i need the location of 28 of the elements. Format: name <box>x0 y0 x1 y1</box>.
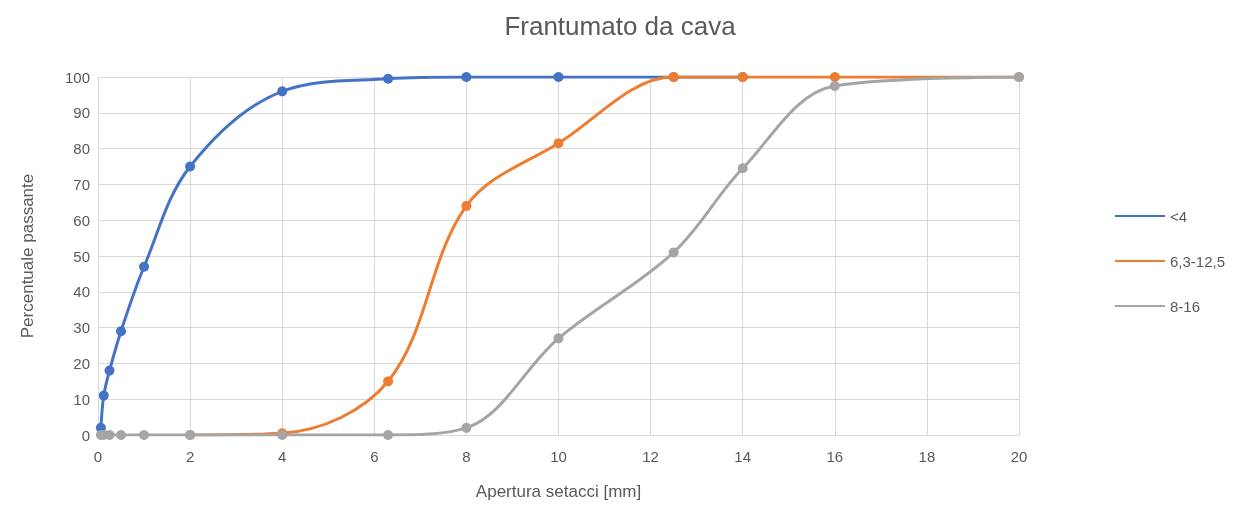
x-tick-label: 6 <box>370 448 379 465</box>
x-tick-label: 18 <box>918 448 936 465</box>
x-tick-label: 8 <box>462 448 471 465</box>
x-tick-label: 2 <box>185 448 195 465</box>
x-tick-label: 12 <box>642 448 659 465</box>
y-tick-label: 30 <box>73 319 90 337</box>
y-tick-label: 20 <box>73 354 90 372</box>
y-tick-label: 60 <box>73 211 90 229</box>
y-tick-label: 40 <box>73 283 90 301</box>
y-tick-label: 10 <box>73 390 90 408</box>
x-tick-label: 4 <box>278 448 287 465</box>
x-tick-label: 20 <box>1010 448 1028 465</box>
y-tick-label: 90 <box>73 104 90 122</box>
x-tick-label: 10 <box>550 448 567 465</box>
y-tick-label: 50 <box>73 247 90 265</box>
legend-label: 8-16 <box>1169 297 1200 315</box>
y-tick-label: 70 <box>73 175 90 193</box>
x-axis-title: Apertura setacci [mm] <box>475 482 642 501</box>
y-tick-label: 80 <box>73 140 90 158</box>
x-tick-label: 16 <box>826 448 844 465</box>
y-tick-label: 0 <box>81 426 90 444</box>
y-tick-label: 100 <box>64 68 90 86</box>
x-tick-label: 0 <box>93 448 103 465</box>
y-axis-title: Percentuale passante <box>18 173 37 339</box>
chart-title: Frantumato da cava <box>504 11 737 41</box>
legend-label: <4 <box>1169 207 1188 225</box>
x-tick-label: 14 <box>734 448 752 465</box>
legend-label: 6,3-12,5 <box>1169 252 1226 270</box>
